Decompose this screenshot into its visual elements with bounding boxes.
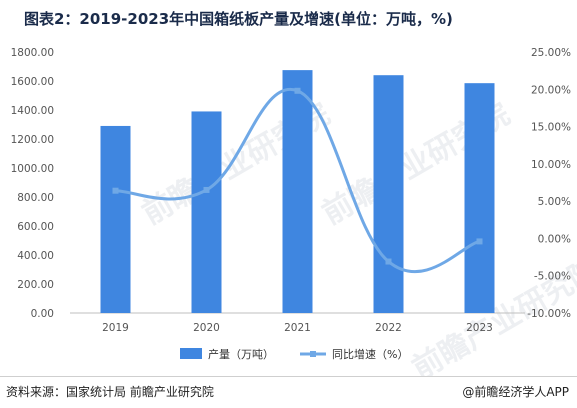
right-y-tick-label: 0.00% — [538, 233, 571, 245]
growth-point-2020 — [204, 187, 210, 193]
legend-bar-swatch — [180, 348, 202, 359]
left-y-tick-label: 1400.00 — [11, 105, 54, 117]
left-y-tick-label: 1200.00 — [11, 134, 54, 146]
left-y-tick-label: 1600.00 — [11, 76, 54, 88]
growth-point-2023 — [477, 238, 483, 244]
bar-2019 — [101, 126, 131, 313]
footer: 资料来源：国家统计局 前瞻产业研究院 @前瞻经济学人APP — [0, 376, 577, 408]
bar-2022 — [374, 75, 404, 313]
right-y-tick-label: 25.00% — [531, 47, 571, 59]
x-tick-label: 2021 — [284, 322, 311, 334]
right-y-axis: -10.00% -5.00% 0.00% 5.00% 10.00% 15.00% 20.00… — [527, 47, 571, 320]
x-tick-label: 2019 — [102, 322, 129, 334]
x-tick-label: 2020 — [193, 322, 220, 334]
x-tick-label: 2023 — [466, 322, 493, 334]
growth-point-2021 — [295, 88, 301, 94]
left-y-tick-label: 0.00 — [31, 308, 54, 320]
right-y-tick-label: -10.00% — [527, 308, 571, 320]
brand-credit: @前瞻经济学人APP — [462, 383, 569, 400]
left-y-tick-label: 600.00 — [17, 221, 54, 233]
x-tick-label: 2022 — [375, 322, 402, 334]
left-y-tick-label: 200.00 — [17, 279, 54, 291]
right-y-tick-label: 20.00% — [531, 84, 571, 96]
left-y-axis: 0.00 200.00 400.00 600.00 800.00 1000.00 1200.… — [11, 47, 54, 320]
right-y-tick-label: 10.00% — [531, 159, 571, 171]
bar-2023 — [465, 83, 495, 313]
right-y-tick-label: 15.00% — [531, 122, 571, 134]
legend-line-label: 同比增速（%） — [332, 347, 408, 361]
legend-line-marker — [310, 351, 316, 357]
growth-point-2019 — [113, 188, 119, 194]
x-axis: 2019 2020 2021 2022 2023 — [102, 322, 493, 334]
legend-bar-label: 产量（万吨） — [208, 347, 274, 361]
growth-point-2022 — [386, 259, 392, 265]
bar-2021 — [283, 70, 313, 313]
legend: 产量（万吨） 同比增速（%） — [180, 347, 408, 361]
left-y-tick-label: 1800.00 — [11, 47, 54, 59]
left-y-tick-label: 400.00 — [17, 250, 54, 262]
source-note: 资料来源：国家统计局 前瞻产业研究院 — [6, 383, 214, 400]
left-y-tick-label: 800.00 — [17, 192, 54, 204]
left-y-tick-label: 1000.00 — [11, 163, 54, 175]
right-y-tick-label: 5.00% — [538, 196, 571, 208]
right-y-tick-label: -5.00% — [534, 271, 571, 283]
bar-2020 — [192, 111, 222, 313]
